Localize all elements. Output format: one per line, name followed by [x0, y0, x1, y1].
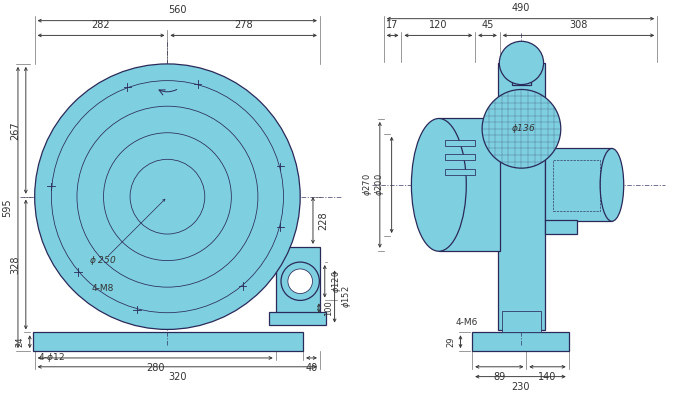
- Circle shape: [482, 90, 561, 168]
- Text: 308: 308: [569, 20, 588, 30]
- Circle shape: [288, 269, 312, 294]
- Bar: [545, 149, 612, 221]
- Bar: [512, 61, 531, 84]
- Bar: [445, 140, 475, 145]
- Text: 560: 560: [168, 5, 186, 15]
- Text: $\phi$270: $\phi$270: [361, 173, 374, 196]
- Ellipse shape: [411, 119, 466, 251]
- Text: 4-M8: 4-M8: [92, 284, 114, 293]
- Text: 40: 40: [305, 364, 318, 373]
- Text: 282: 282: [92, 20, 110, 30]
- Text: $\phi$ 250: $\phi$ 250: [89, 254, 116, 267]
- Text: 280: 280: [146, 364, 164, 373]
- Text: 490: 490: [511, 3, 530, 13]
- Text: 228: 228: [319, 211, 328, 230]
- Bar: [502, 311, 541, 332]
- Ellipse shape: [499, 41, 544, 84]
- Bar: [269, 312, 325, 325]
- Text: 4-$\phi$12: 4-$\phi$12: [38, 351, 65, 364]
- Text: $\phi$200: $\phi$200: [373, 173, 386, 196]
- Ellipse shape: [600, 149, 624, 221]
- Text: $\phi$120: $\phi$120: [330, 270, 343, 293]
- Text: 120: 120: [429, 20, 448, 30]
- Text: 595: 595: [3, 198, 12, 217]
- Bar: [445, 169, 475, 175]
- Bar: [553, 160, 600, 211]
- Text: 100: 100: [324, 300, 333, 316]
- Text: 17: 17: [387, 20, 399, 30]
- Bar: [33, 332, 303, 351]
- Bar: [445, 154, 475, 160]
- Text: 140: 140: [538, 372, 557, 382]
- Text: 230: 230: [511, 382, 530, 392]
- Text: 278: 278: [235, 20, 253, 30]
- Bar: [498, 63, 545, 331]
- Text: 267: 267: [10, 121, 21, 140]
- Text: $\phi$152: $\phi$152: [340, 285, 353, 308]
- Bar: [545, 220, 577, 234]
- Text: 4-M6: 4-M6: [455, 318, 478, 327]
- Text: $\phi$136: $\phi$136: [511, 122, 536, 135]
- Text: 29: 29: [446, 336, 455, 347]
- Bar: [472, 332, 569, 351]
- Circle shape: [281, 262, 319, 300]
- Text: 45: 45: [482, 20, 494, 30]
- Bar: [276, 247, 320, 316]
- Text: 24: 24: [15, 336, 24, 347]
- Bar: [439, 118, 499, 251]
- Circle shape: [34, 64, 300, 329]
- Text: 89: 89: [493, 372, 506, 382]
- Text: 320: 320: [168, 372, 186, 382]
- Text: 328: 328: [10, 255, 21, 274]
